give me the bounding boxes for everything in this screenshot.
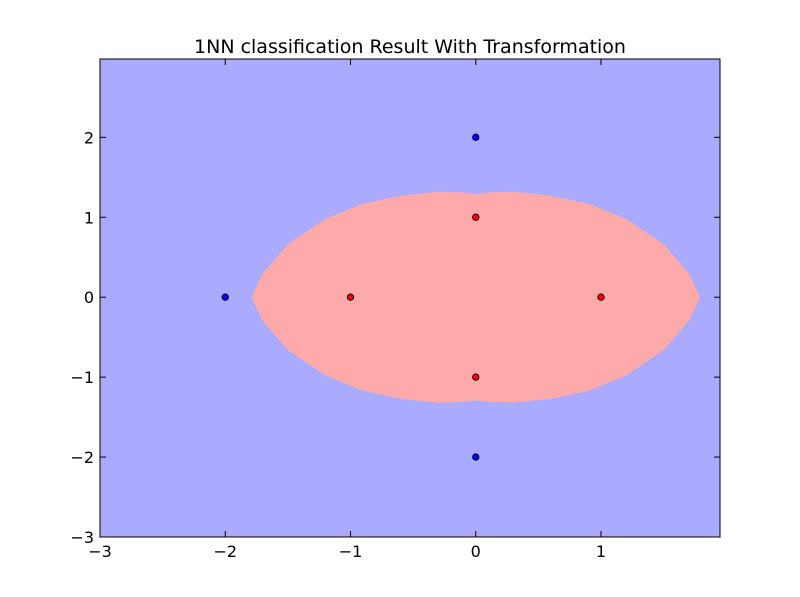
y-tick-label-1: −2 [70,448,94,467]
x-tick-label-2: −1 [339,542,363,561]
y-tick-label-2: −1 [70,368,94,387]
x-tick-label-3: 0 [471,542,481,561]
y-tick-label-0: −3 [70,528,94,547]
scatter-point-red-0 [472,213,480,221]
scatter-point-blue-1 [221,293,229,301]
x-tick-label-4: 1 [596,542,606,561]
plot-area [99,58,721,538]
data-points-layer [221,133,605,461]
red-class-region [251,191,700,403]
axes-frame [99,58,721,538]
chart-title: 1NN classification Result With Transform… [194,36,626,58]
scatter-point-red-1 [346,293,355,301]
y-tick-label-5: 2 [84,128,94,147]
scatter-point-blue-0 [472,133,480,141]
ticks-layer: −3 −2 −1 0 1 −3 −2 −1 0 1 2 [70,59,720,561]
scatter-point-red-2 [597,293,605,301]
y-tick-label-3: 0 [84,288,94,307]
x-tick-label-0: −3 [88,542,112,561]
x-tick-label-1: −2 [213,542,237,561]
y-tick-label-4: 1 [84,208,94,227]
scatter-point-blue-2 [472,453,480,461]
scatter-point-red-3 [472,373,480,381]
